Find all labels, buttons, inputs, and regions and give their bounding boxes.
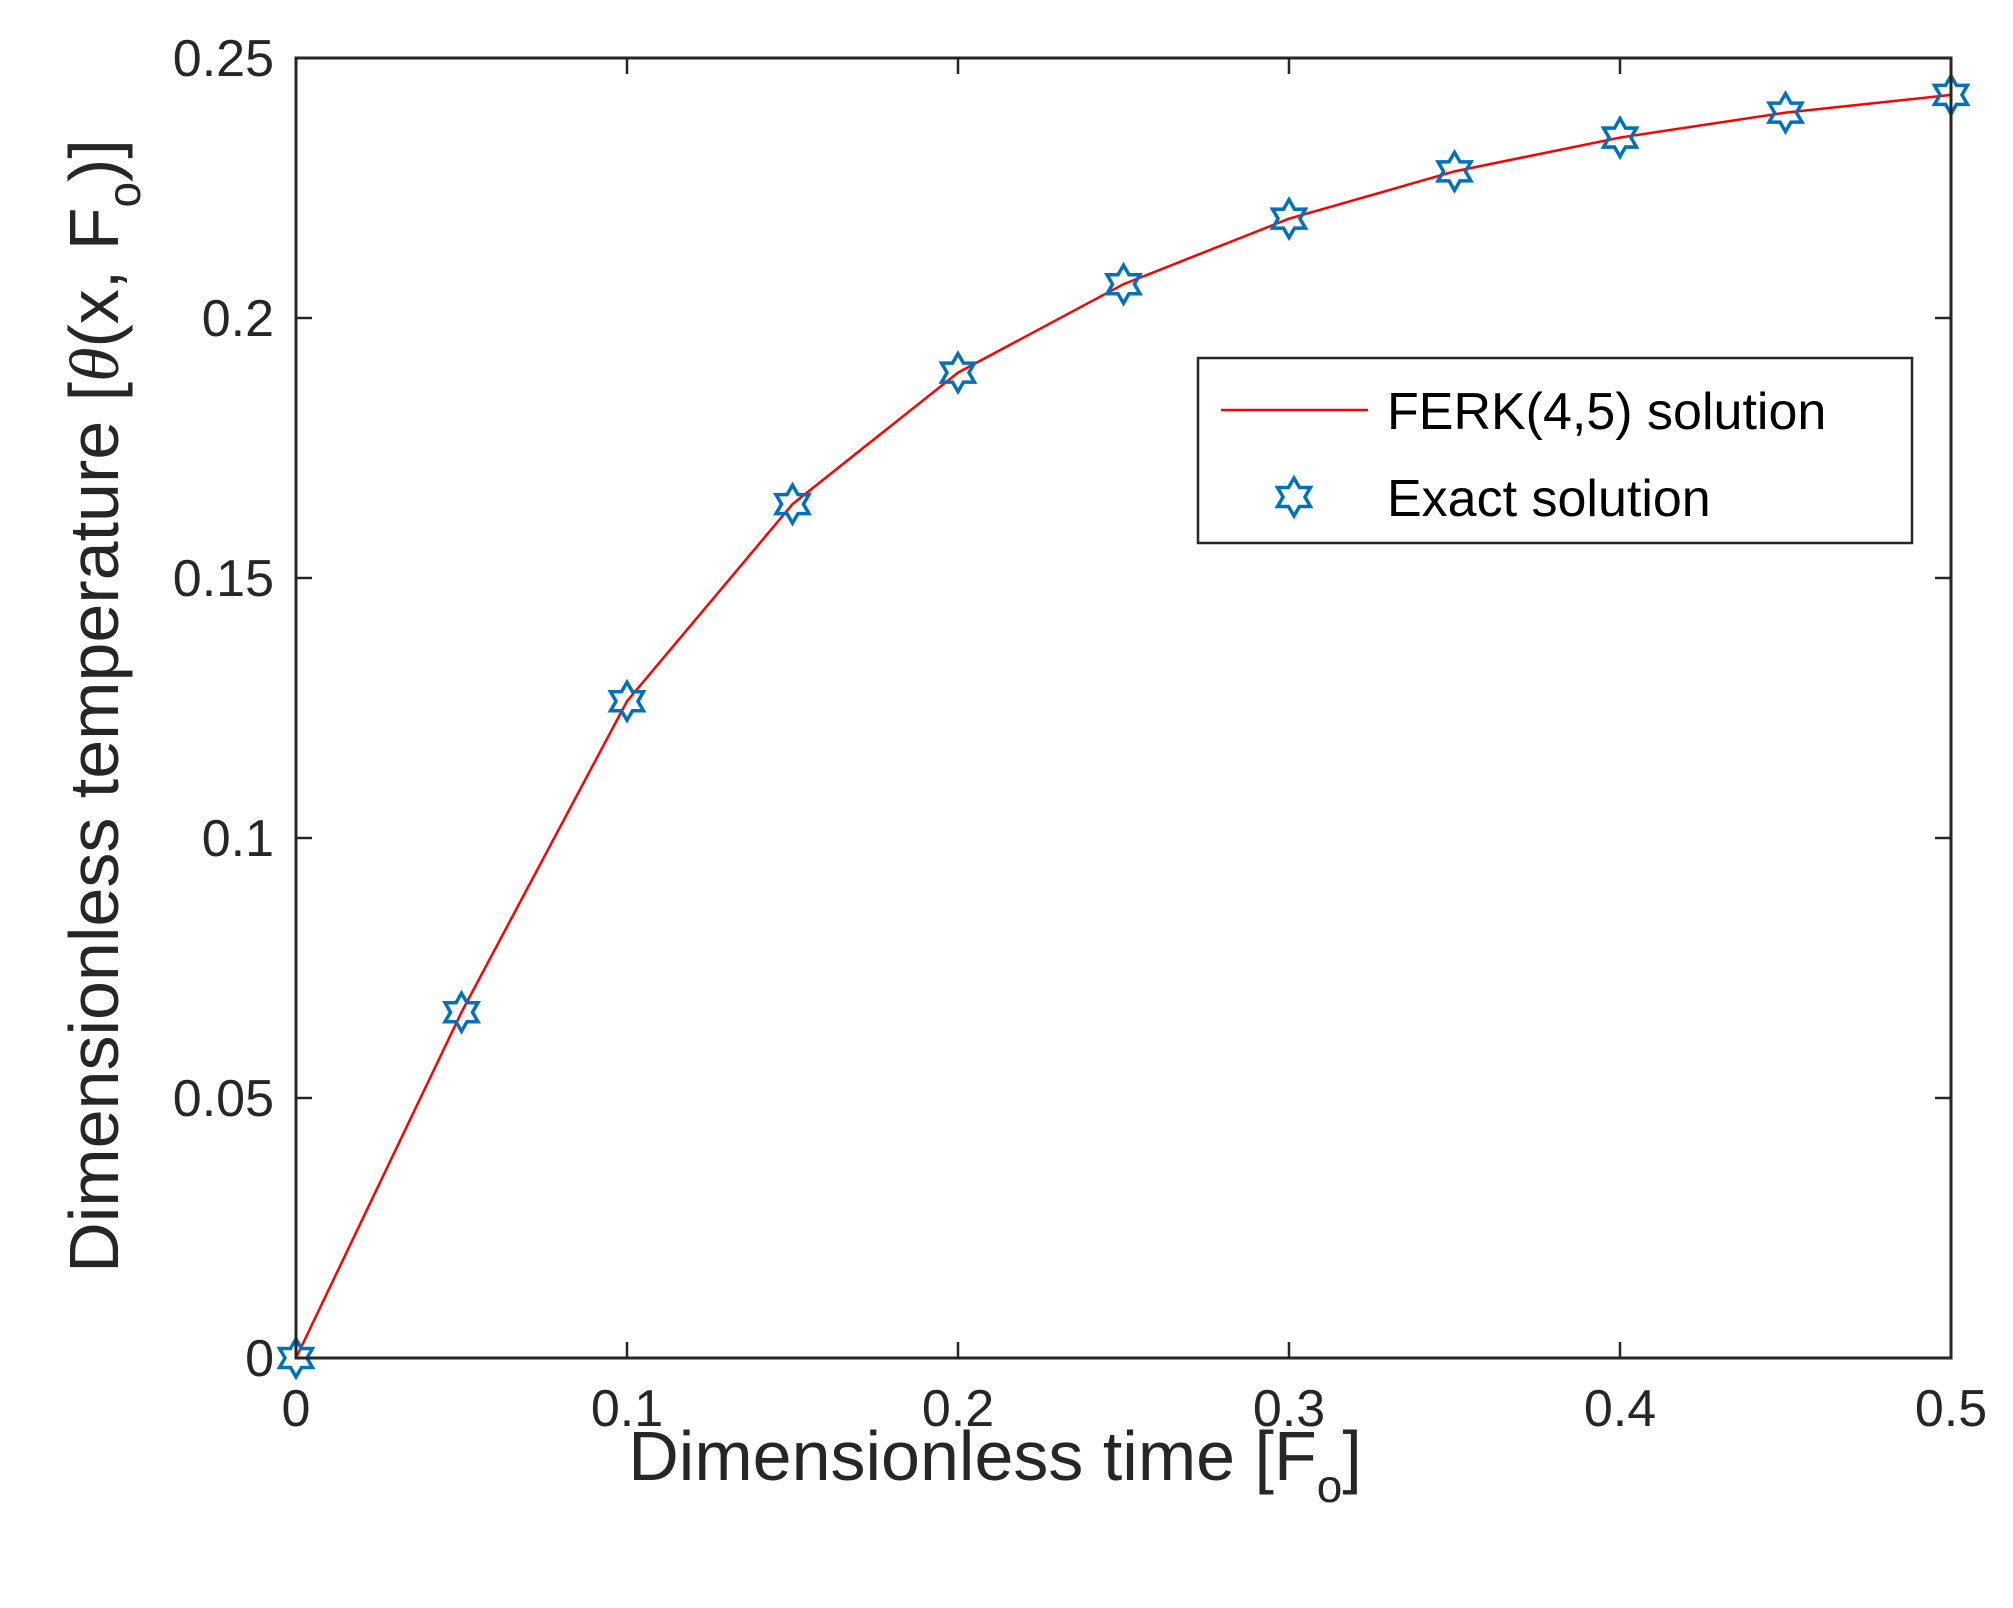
- series-line-ferk: [294, 93, 1952, 1359]
- y-tick-labels: 0 0.05 0.1 0.15 0.2 0.25: [173, 30, 274, 1388]
- y-tick-label: 0.1: [202, 810, 274, 868]
- x-tick-label: 0.5: [1915, 1380, 1987, 1438]
- data-point-exact: [442, 989, 481, 1035]
- legend-label-ferk: FERK(4,5) solution: [1387, 383, 1826, 441]
- y-axis-title-close: )]: [55, 139, 133, 182]
- data-point-exact: [1269, 196, 1309, 242]
- data-point-exact: [276, 1335, 316, 1381]
- y-tick-label: 0.05: [173, 1070, 274, 1128]
- x-axis-title-text: Dimensionless time [F: [628, 1417, 1317, 1495]
- legend-marker-hexagram: [1274, 474, 1314, 520]
- legend: FERK(4,5) solution Exact solution: [1196, 356, 1914, 545]
- x-tick-label: 0: [282, 1380, 311, 1438]
- x-axis-title: Dimensionless time [Fo]: [628, 1417, 1362, 1512]
- x-tick-labels: 0 0.1 0.2 0.3 0.4 0.5: [282, 1380, 1988, 1438]
- data-point-exact: [1600, 115, 1640, 161]
- y-tick-label: 0.15: [173, 550, 274, 608]
- y-tick-label: 0.2: [202, 290, 274, 348]
- x-tick-label: 0.2: [922, 1380, 994, 1438]
- y-axis-title-text: Dimensionless temperature [: [55, 382, 133, 1273]
- y-axis-title: Dimensionless temperature [θ(x, Fo)]: [55, 139, 150, 1273]
- x-axis-title-close: ]: [1342, 1417, 1361, 1495]
- legend-box: [1196, 356, 1914, 545]
- data-point-exact: [607, 678, 647, 724]
- x-axis-title-subscript: o: [1317, 1460, 1343, 1512]
- y-axis-title-mid: (x, F: [55, 208, 133, 348]
- data-point-exact: [1766, 90, 1805, 136]
- data-point-exact: [773, 481, 812, 527]
- data-point-exact: [1104, 261, 1143, 307]
- x-tick-label: 0.1: [591, 1380, 663, 1438]
- plot-series: [276, 72, 1971, 1381]
- plot-area-frame: [294, 56, 1953, 1360]
- y-tick-label: 0.25: [173, 30, 274, 88]
- x-tick-label: 0.4: [1584, 1380, 1656, 1438]
- data-point-exact: [1435, 148, 1474, 194]
- data-point-exact: [938, 350, 978, 396]
- y-tick-label: 0: [245, 1330, 274, 1388]
- x-tick-label: 0.3: [1253, 1380, 1325, 1438]
- legend-label-exact: Exact solution: [1387, 470, 1711, 528]
- y-axis-title-subscript: o: [98, 182, 150, 208]
- y-axis-title-theta: θ: [57, 348, 134, 382]
